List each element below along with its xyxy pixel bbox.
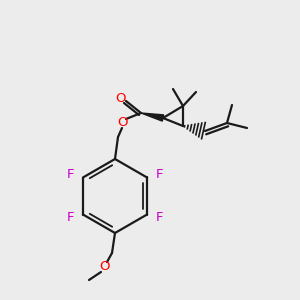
Text: O: O <box>99 260 109 274</box>
Text: O: O <box>116 92 126 104</box>
Text: F: F <box>155 168 163 181</box>
Text: F: F <box>67 168 75 181</box>
Text: F: F <box>67 211 75 224</box>
Text: F: F <box>155 211 163 224</box>
Text: O: O <box>118 116 128 130</box>
Polygon shape <box>141 113 164 121</box>
